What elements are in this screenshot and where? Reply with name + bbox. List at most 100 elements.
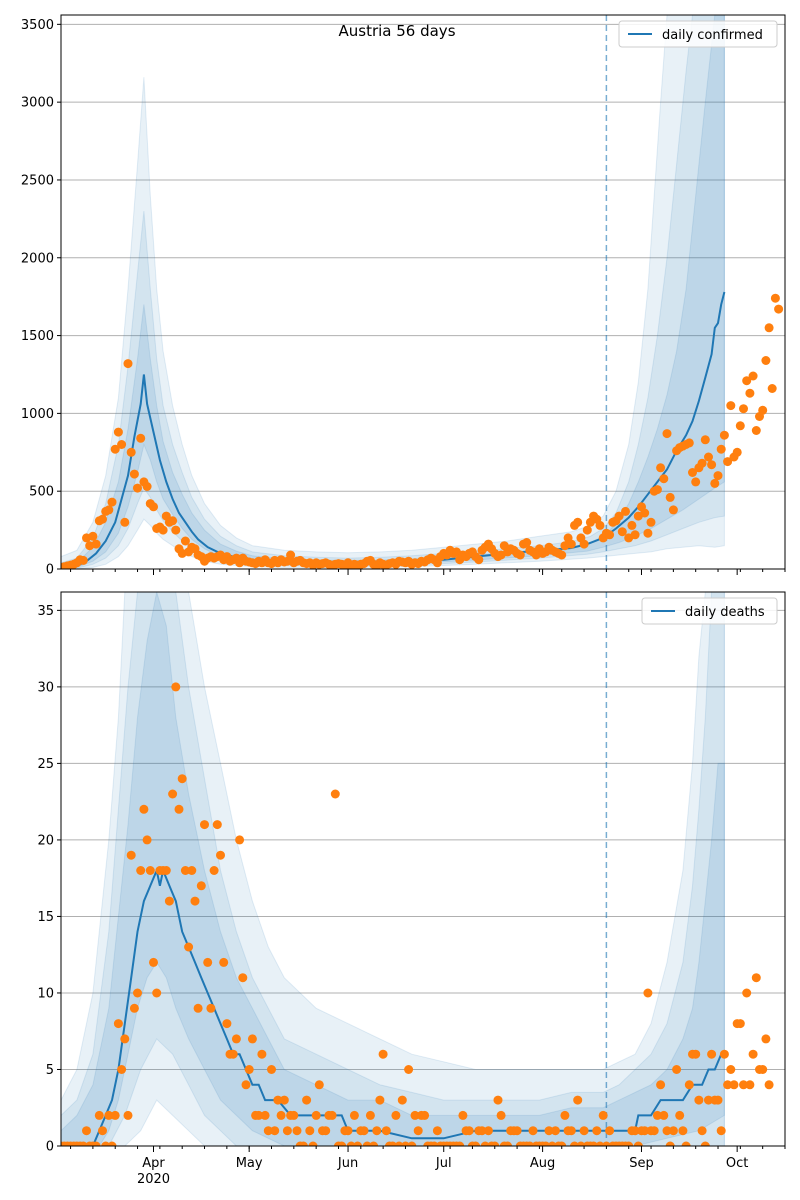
observed-points <box>61 682 774 1146</box>
data-point <box>343 1126 353 1136</box>
legend-box <box>618 20 778 48</box>
data-point <box>378 1049 388 1059</box>
plot-area <box>61 592 774 1146</box>
data-point <box>640 1126 650 1136</box>
axes-frame <box>60 14 786 570</box>
data-point <box>742 988 752 998</box>
uncertainty-band-outer <box>61 592 725 1146</box>
data-point <box>391 1110 401 1120</box>
y-tick-label: 0 <box>46 1140 54 1155</box>
data-point <box>113 1019 123 1029</box>
data-point <box>104 1110 114 1120</box>
data-point <box>432 1126 442 1136</box>
data-point <box>180 866 190 875</box>
data-point <box>152 988 162 998</box>
data-point <box>349 1110 359 1120</box>
data-point <box>88 531 98 541</box>
data-point <box>171 682 181 692</box>
data-point <box>110 1110 120 1120</box>
x-tick-sublabel: 2020 <box>137 1172 170 1187</box>
data-point <box>764 1080 774 1090</box>
data-point <box>662 1126 672 1136</box>
data-point <box>104 505 114 515</box>
data-point <box>483 1126 493 1136</box>
data-point <box>774 304 784 314</box>
data-point <box>640 508 650 518</box>
data-point <box>560 1110 570 1120</box>
data-point <box>200 820 209 830</box>
data-point <box>652 485 662 495</box>
y-tick-label: 35 <box>37 604 54 619</box>
data-point <box>668 505 678 515</box>
x-tick-label: May <box>236 1156 263 1171</box>
data-point <box>149 502 158 512</box>
data-point <box>649 1126 659 1136</box>
data-point <box>707 1049 717 1059</box>
y-tick-label: 3500 <box>21 18 54 33</box>
data-point <box>716 444 726 454</box>
data-point <box>126 447 136 457</box>
axes-frame <box>60 591 786 1147</box>
data-point <box>123 1110 133 1120</box>
legend-label: daily deaths <box>685 605 765 620</box>
data-point <box>719 1049 729 1059</box>
data-point <box>413 1126 423 1136</box>
x-tick-label: Oct <box>726 1156 748 1171</box>
data-point <box>704 452 713 462</box>
y-tick-label: 1000 <box>21 407 54 422</box>
data-point <box>193 1003 203 1013</box>
data-point <box>464 1126 474 1136</box>
y-tick-label: 5 <box>46 1063 54 1078</box>
data-point <box>633 1141 643 1146</box>
data-point <box>276 1110 286 1120</box>
data-point <box>726 401 736 411</box>
data-point <box>139 804 149 814</box>
data-point <box>684 1080 694 1090</box>
plot-area <box>61 15 784 569</box>
data-point <box>550 1126 560 1136</box>
data-point <box>652 1110 662 1120</box>
data-point <box>120 517 130 527</box>
x-tick-label: Apr <box>142 1156 165 1171</box>
x-tick-label: Sep <box>629 1156 654 1171</box>
data-point <box>678 1126 688 1136</box>
legend-label: daily confirmed <box>662 28 763 43</box>
data-point <box>212 820 222 830</box>
data-point <box>241 1080 251 1090</box>
data-point <box>257 1049 267 1059</box>
y-tick-label: 2000 <box>21 251 54 266</box>
data-point <box>117 1065 127 1074</box>
data-point <box>748 371 758 381</box>
data-point <box>273 1095 283 1105</box>
data-point <box>123 359 133 369</box>
data-point <box>745 388 755 398</box>
data-point <box>171 525 181 535</box>
data-point <box>98 1126 107 1136</box>
uncertainty-band-mid <box>61 592 725 1146</box>
data-point <box>697 458 707 468</box>
data-point <box>184 942 194 952</box>
data-point <box>142 482 152 491</box>
data-point <box>458 1110 468 1120</box>
data-point <box>110 444 120 454</box>
data-point <box>672 1065 682 1074</box>
data-point <box>646 517 656 527</box>
data-point <box>397 1095 407 1105</box>
data-point <box>694 1095 704 1105</box>
data-point <box>579 539 589 549</box>
data-point <box>675 1110 685 1120</box>
data-point <box>129 1003 139 1013</box>
data-point <box>732 447 742 457</box>
data-point <box>512 1126 522 1136</box>
data-point <box>365 1110 375 1120</box>
data-point <box>761 1034 771 1044</box>
data-point <box>180 536 190 546</box>
data-point <box>490 1141 500 1146</box>
data-point <box>605 1126 615 1136</box>
x-tick-label: Jul <box>435 1156 452 1171</box>
data-point <box>133 483 142 493</box>
data-point <box>742 376 752 386</box>
data-point <box>707 460 717 470</box>
data-point <box>136 866 146 875</box>
data-point <box>624 1141 634 1146</box>
